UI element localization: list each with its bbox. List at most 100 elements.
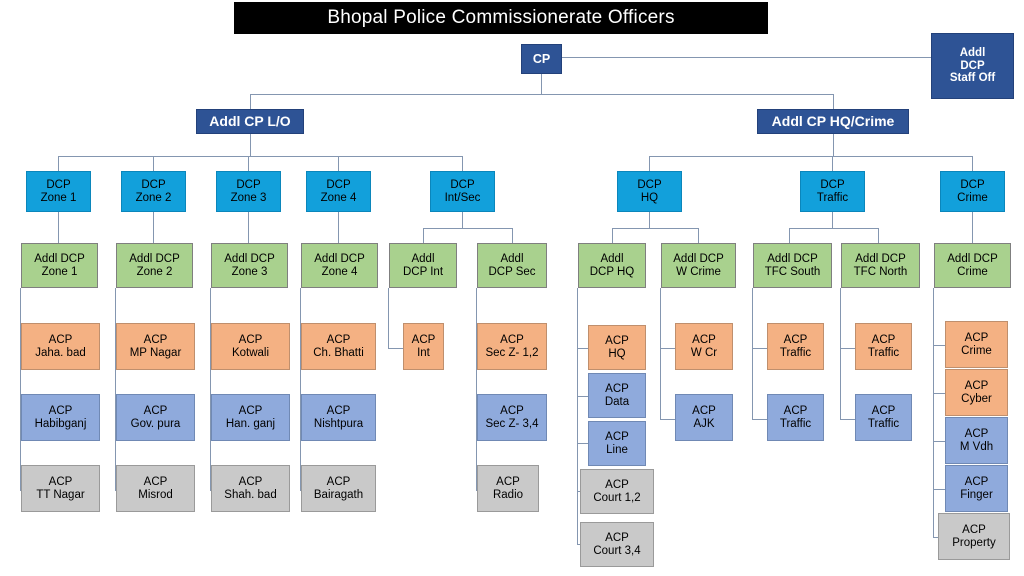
node-acp-shahjahanabad[interactable]: ACP Shah. bad	[211, 465, 290, 512]
node-acp-court34-line-1: ACP	[605, 531, 629, 544]
node-addl-cp-lo[interactable]: Addl CP L/O	[196, 109, 304, 134]
node-acp-kotwali[interactable]: ACP Kotwali	[211, 323, 290, 370]
node-acp-bairagath[interactable]: ACP Bairagath	[301, 465, 376, 512]
node-dcp-crime[interactable]: DCP Crime	[940, 171, 1005, 212]
connector-cp-down	[541, 74, 542, 94]
node-dcp-zone-1[interactable]: DCP Zone 1	[26, 171, 91, 212]
node-acp-ajk[interactable]: ACP AJK	[675, 394, 733, 441]
node-addl-dcp-zone-1[interactable]: Addl DCP Zone 1	[21, 243, 98, 288]
node-acp-hanganj-line-1: ACP	[238, 404, 263, 417]
node-acp-ttnagar-line-1: ACP	[48, 475, 73, 488]
node-adcp-z4-line-1: Addl DCP	[314, 252, 365, 265]
connector-int-acp	[388, 348, 403, 349]
node-cp[interactable]: CP	[521, 44, 562, 74]
node-acp-property[interactable]: ACP Property	[938, 513, 1010, 560]
node-acp-traffic-south-2[interactable]: ACP Traffic	[767, 394, 824, 441]
node-dcp-int-sec[interactable]: DCP Int/Sec	[430, 171, 495, 212]
connector-hqcol-acp2	[577, 396, 589, 397]
node-addl-cp-hq-crime[interactable]: Addl CP HQ/Crime	[757, 109, 909, 134]
node-dcp-zone-3[interactable]: DCP Zone 3	[216, 171, 281, 212]
node-acp-line[interactable]: ACP Line	[588, 421, 646, 466]
node-dcp-z2-line-2: Zone 2	[135, 191, 172, 204]
node-adcp-z2-line-2: Zone 2	[136, 265, 173, 278]
connector-dcp-z4-up	[338, 156, 339, 171]
connector-sec-spine	[476, 288, 477, 490]
connector-z2-spine	[115, 288, 116, 490]
node-acp-hanganj-line-2: Han. ganj	[225, 417, 276, 430]
node-acp-w-cr[interactable]: ACP W Cr	[675, 323, 733, 370]
node-acp-traffic-north-1[interactable]: ACP Traffic	[855, 323, 912, 370]
connector-cp-staffoff	[562, 57, 931, 58]
node-acp-cyber[interactable]: ACP Cyber	[945, 369, 1008, 416]
node-adcp-z1-line-1: Addl DCP	[34, 252, 85, 265]
connector-tfcnorth-spine	[840, 288, 841, 419]
node-acp-misrod[interactable]: ACP Misrod	[116, 465, 195, 512]
node-adcp-tfcsouth-line-2: TFC South	[764, 265, 821, 278]
node-acp-sec-zone-3-4[interactable]: ACP Sec Z- 3,4	[477, 394, 547, 441]
node-acp-hq-line-1: ACP	[605, 334, 629, 347]
node-acp-nishtpura-line-1: ACP	[326, 404, 351, 417]
node-addl-dcp-tfc-south[interactable]: Addl DCP TFC South	[753, 243, 832, 288]
node-addl-dcp-tfc-north[interactable]: Addl DCP TFC North	[841, 243, 920, 288]
node-acp-chhola-bhatti[interactable]: ACP Ch. Bhatti	[301, 323, 376, 370]
node-addl-dcp-zone-2[interactable]: Addl DCP Zone 2	[116, 243, 193, 288]
node-acp-traffic-north-2[interactable]: ACP Traffic	[855, 394, 912, 441]
node-acp-int[interactable]: ACP Int	[403, 323, 444, 370]
node-acp-finger[interactable]: ACP Finger	[945, 465, 1008, 512]
connector-lo-down	[250, 134, 251, 156]
node-acp-tt-nagar[interactable]: ACP TT Nagar	[21, 465, 100, 512]
node-acp-court-1-2[interactable]: ACP Court 1,2	[580, 469, 654, 514]
node-staff-line-1: Addl	[959, 46, 986, 59]
connector-traffic-bus	[789, 228, 878, 229]
node-acp-cyber-line-2: Cyber	[961, 392, 992, 405]
connector-cp-bus	[250, 94, 833, 95]
node-acp-radio[interactable]: ACP Radio	[477, 465, 539, 512]
node-dcp-z4-line-1: DCP	[326, 178, 351, 191]
node-adcp-int-line-2: DCP Int	[402, 265, 444, 278]
connector-wcrime-spine	[660, 288, 661, 419]
connector-intsec-down	[462, 212, 463, 228]
node-dcp-traffic-line-1: DCP	[820, 178, 845, 191]
node-addl-dcp-int[interactable]: Addl DCP Int	[389, 243, 457, 288]
node-dcp-zone-4[interactable]: DCP Zone 4	[306, 171, 371, 212]
node-acp-m-vdh[interactable]: ACP M Vdh	[945, 417, 1008, 464]
connector-tfcnorth-acp2	[840, 419, 855, 420]
node-acp-crime[interactable]: ACP Crime	[945, 321, 1008, 368]
node-acp-jahangirabad[interactable]: ACP Jaha. bad	[21, 323, 100, 370]
connector-hq-down	[649, 212, 650, 228]
node-dcp-traffic[interactable]: DCP Traffic	[800, 171, 865, 212]
node-acp-hq[interactable]: ACP HQ	[588, 325, 646, 370]
node-addl-dcp-zone-4[interactable]: Addl DCP Zone 4	[301, 243, 378, 288]
connector-wcrime-acp1	[660, 348, 675, 349]
node-acp-nishtpura[interactable]: ACP Nishtpura	[301, 394, 376, 441]
node-acp-data[interactable]: ACP Data	[588, 373, 646, 418]
connector-adcp-tfcnorth-up	[878, 228, 879, 243]
node-acp-sec-zone-1-2[interactable]: ACP Sec Z- 1,2	[477, 323, 547, 370]
connector-dcp-z2-up	[153, 156, 154, 171]
node-adcp-z1-line-2: Zone 1	[41, 265, 78, 278]
node-dcp-hq[interactable]: DCP HQ	[617, 171, 682, 212]
connector-z1-spine	[20, 288, 21, 490]
node-addl-dcp-staff-off[interactable]: Addl DCP Staff Off	[931, 33, 1014, 99]
node-addl-dcp-crime[interactable]: Addl DCP Crime	[934, 243, 1011, 288]
node-acp-traffic-south-1[interactable]: ACP Traffic	[767, 323, 824, 370]
node-dcp-z1-line-1: DCP	[46, 178, 71, 191]
node-adcp-tfcsouth-line-1: Addl DCP	[767, 252, 818, 265]
node-addl-dcp-w-crime[interactable]: Addl DCP W Crime	[661, 243, 736, 288]
connector-adcp-sec-up	[512, 228, 513, 243]
node-dcp-zone-2[interactable]: DCP Zone 2	[121, 171, 186, 212]
node-addl-dcp-sec[interactable]: Addl DCP Sec	[477, 243, 547, 288]
node-acp-hq-line-2: HQ	[608, 347, 626, 360]
node-acp-mp-nagar[interactable]: ACP MP Nagar	[116, 323, 195, 370]
node-acp-habibganj[interactable]: ACP Habibganj	[21, 394, 100, 441]
connector-hqcol-spine	[577, 288, 578, 544]
node-addl-dcp-zone-3[interactable]: Addl DCP Zone 3	[211, 243, 288, 288]
node-acp-hanumanganj[interactable]: ACP Han. ganj	[211, 394, 290, 441]
node-acp-chbhatti-line-1: ACP	[326, 333, 351, 346]
node-acp-radio-line-1: ACP	[496, 475, 520, 488]
node-acp-govindpura[interactable]: ACP Gov. pura	[116, 394, 195, 441]
node-acp-mvdh-line-2: M Vdh	[959, 440, 994, 453]
connector-z3-drop	[248, 212, 249, 243]
node-addl-dcp-hq[interactable]: Addl DCP HQ	[578, 243, 646, 288]
node-acp-court-3-4[interactable]: ACP Court 3,4	[580, 522, 654, 567]
